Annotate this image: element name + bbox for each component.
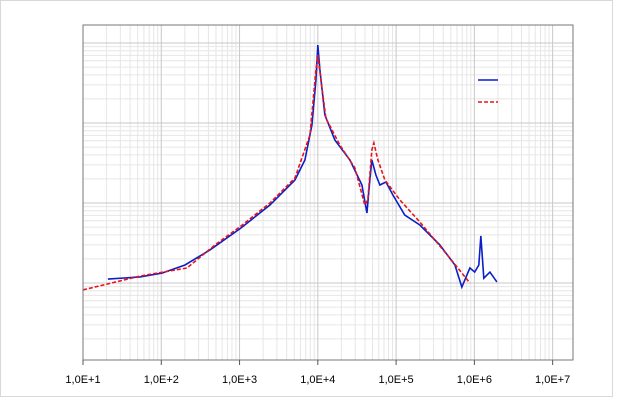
x-tick-label: 1,0E+3 (222, 374, 257, 386)
plot-border (82, 24, 574, 361)
x-tick-label: 1,0E+2 (144, 374, 179, 386)
x-tick-label: 1,0E+6 (457, 374, 492, 386)
series-line (82, 54, 471, 291)
plot-area (83, 25, 573, 360)
plot (82, 44, 498, 291)
x-tick-label: 1,0E+4 (300, 374, 335, 386)
x-tick-label: 1,0E+5 (379, 374, 414, 386)
grid (82, 25, 573, 360)
x-tick-label: 1,0E+1 (65, 374, 100, 386)
x-tick-label: 1,0E+7 (535, 374, 570, 386)
